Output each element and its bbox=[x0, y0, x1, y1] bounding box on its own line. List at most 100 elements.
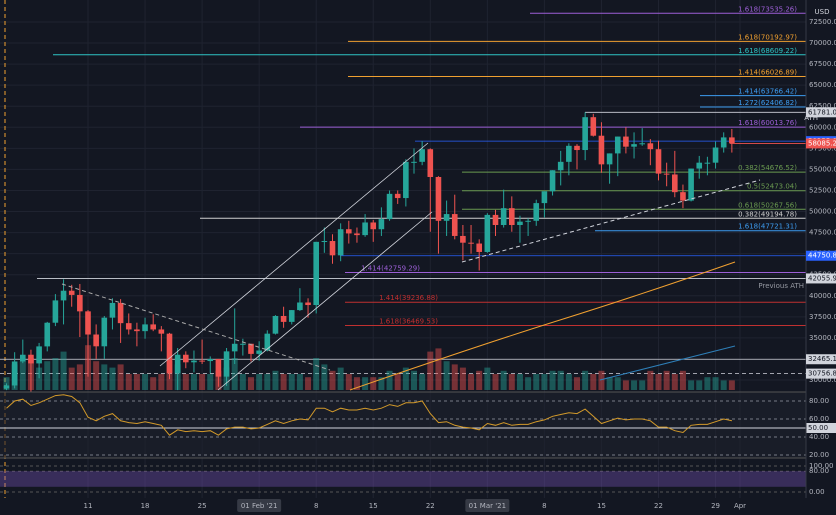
price-tag-label: 30756.87 bbox=[808, 370, 836, 378]
candle-body bbox=[28, 354, 34, 364]
drawings bbox=[61, 142, 761, 391]
volume-bar bbox=[313, 358, 320, 390]
candle-body bbox=[688, 168, 694, 201]
annotation: Previous ATH bbox=[758, 282, 804, 290]
price-tag-label: 32465.19 bbox=[808, 355, 836, 363]
volume-bar bbox=[606, 377, 613, 390]
candle-body bbox=[223, 351, 230, 377]
volume-bar bbox=[574, 377, 580, 390]
candle-body bbox=[77, 294, 83, 312]
volume-bar bbox=[533, 374, 540, 390]
volume-bar bbox=[720, 380, 727, 390]
x-tick-label: 8 bbox=[542, 502, 546, 510]
fib-label: 0.382(54676.52) bbox=[738, 164, 797, 172]
candle-body bbox=[370, 222, 377, 230]
y-tick-label: 52500.00 bbox=[809, 186, 836, 194]
rsi-mid-tag bbox=[806, 423, 836, 433]
fib-label: 1.414(63766.42) bbox=[738, 88, 797, 96]
rsi-line bbox=[6, 394, 733, 436]
volume-bar bbox=[288, 374, 295, 390]
candle-body bbox=[435, 176, 442, 221]
candle-body bbox=[378, 219, 385, 230]
candle-body bbox=[174, 354, 181, 374]
volume-bar bbox=[671, 374, 678, 390]
volume-bar bbox=[549, 370, 556, 390]
candle-body bbox=[101, 317, 108, 347]
y-tick-label: 30000.00 bbox=[809, 376, 836, 384]
y-tick-label: 67500.00 bbox=[809, 60, 836, 68]
volume-bar bbox=[631, 380, 638, 390]
volume-bar bbox=[565, 374, 572, 390]
candle-body bbox=[207, 358, 214, 362]
volume-bar bbox=[598, 370, 605, 390]
price-tag-label: 61781.00 bbox=[808, 108, 836, 116]
candle-body bbox=[346, 229, 352, 234]
volume-bar bbox=[76, 364, 83, 390]
volume-bar bbox=[427, 351, 434, 390]
y-tick-label: 50000.00 bbox=[809, 208, 836, 216]
candle-body bbox=[248, 343, 254, 354]
candle-body bbox=[574, 145, 580, 151]
rsi-tick-label: 20.00 bbox=[809, 451, 829, 459]
candle-body bbox=[117, 302, 124, 324]
candle-body bbox=[672, 174, 678, 193]
volume-bar bbox=[345, 374, 352, 390]
candle-body bbox=[11, 361, 18, 386]
candle-body bbox=[403, 161, 409, 199]
candle-body bbox=[142, 324, 148, 332]
x-tick-label: 01 Feb '21 bbox=[241, 502, 278, 510]
candle-body bbox=[606, 153, 613, 165]
candle-body bbox=[590, 117, 597, 136]
volume-bar bbox=[516, 374, 523, 390]
candle-body bbox=[517, 221, 523, 226]
candle-body bbox=[93, 334, 99, 347]
candle-body bbox=[321, 241, 328, 243]
fib-label: 1.272(62406.82) bbox=[738, 99, 797, 107]
y-tick-label: 47500.00 bbox=[809, 229, 836, 237]
volume-bar bbox=[378, 377, 385, 390]
candle-body bbox=[215, 358, 222, 377]
candle-body bbox=[68, 290, 75, 295]
candle-body bbox=[134, 329, 140, 332]
volume-bar bbox=[296, 374, 303, 390]
y-tick-label: 65000.00 bbox=[809, 81, 836, 89]
volume-bar bbox=[353, 377, 360, 390]
candle-body bbox=[264, 333, 271, 351]
volume-bar bbox=[476, 370, 483, 390]
candle-body bbox=[492, 214, 499, 226]
volume-bar bbox=[582, 370, 589, 390]
volume-bar bbox=[337, 367, 344, 390]
rsi-tick-label: 80.00 bbox=[809, 397, 829, 405]
candle-body bbox=[647, 143, 654, 150]
volume-bar bbox=[231, 358, 238, 390]
stoch-tick-label: 100.00 bbox=[809, 462, 834, 470]
volume-bar bbox=[125, 374, 132, 390]
volume-bar bbox=[19, 361, 26, 390]
candle-body bbox=[109, 302, 116, 318]
stoch-band bbox=[0, 471, 806, 487]
volume-bar bbox=[329, 370, 336, 390]
fib-label: 1.618(68609.22) bbox=[738, 47, 797, 55]
candle-body bbox=[288, 310, 295, 322]
volume-bar bbox=[484, 367, 491, 390]
volume-bar bbox=[362, 377, 369, 390]
candle-body bbox=[60, 290, 67, 301]
fib-label: 1.618(36469.53) bbox=[379, 318, 438, 326]
y-tick-label: 40000.00 bbox=[809, 292, 836, 300]
volume-bar bbox=[239, 374, 246, 390]
volume-bar bbox=[264, 374, 271, 390]
candle-body bbox=[85, 311, 91, 335]
rsi-tick-label: 60.00 bbox=[809, 415, 829, 423]
x-tick-label: 29 bbox=[711, 502, 720, 510]
candle-body bbox=[256, 350, 262, 354]
candle-body bbox=[280, 315, 287, 322]
candle-body bbox=[557, 161, 564, 171]
volume-bar bbox=[321, 364, 328, 390]
candle-body bbox=[419, 149, 425, 162]
candle-body bbox=[394, 193, 401, 199]
x-label-box bbox=[237, 499, 282, 512]
candle-body bbox=[337, 229, 344, 256]
candle-body bbox=[329, 241, 336, 256]
candle-body bbox=[696, 162, 703, 169]
volume-bar bbox=[525, 377, 532, 390]
